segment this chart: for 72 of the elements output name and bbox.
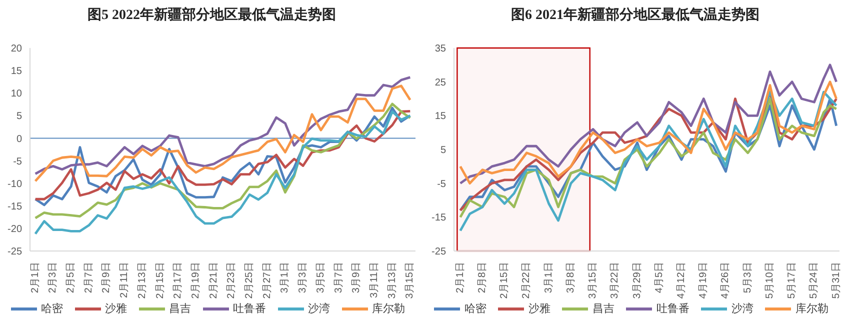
y-tick-label: -5 [13, 156, 22, 168]
legend-label: 库尔勒 [795, 302, 828, 316]
y-tick-label: -25 [431, 246, 446, 258]
x-tick-label: 2月1日 [454, 262, 466, 294]
y-tick-label: -10 [8, 178, 22, 190]
legend-label: 沙湾 [731, 302, 754, 316]
x-tick-label: 3月7日 [333, 262, 344, 294]
x-tick-label: 3月1日 [542, 262, 554, 294]
x-tick-label: 5月3日 [742, 262, 753, 294]
chart-title: 图6 2021年新疆部分地区最低气温走势图 [510, 6, 760, 24]
legend-label: 沙湾 [308, 302, 330, 316]
x-tick-label: 5月10日 [764, 262, 775, 299]
x-tick-label: 2月25日 [244, 262, 256, 299]
x-tick-label: 3月13日 [386, 262, 398, 299]
x-tick-label: 2月22日 [520, 262, 532, 299]
y-tick-label: 20 [10, 44, 22, 55]
x-tick-label: 4月5日 [653, 262, 664, 294]
y-tick-label: 25 [434, 77, 446, 88]
x-tick-label: 2月11日 [119, 262, 130, 298]
x-tick-label: 2月21日 [208, 262, 220, 299]
y-tick-label: -15 [431, 212, 446, 224]
y-tick-label: -20 [8, 224, 22, 235]
x-tick-label: 2月23日 [226, 262, 238, 299]
y-tick-label: 5 [440, 145, 446, 156]
y-tick-label: -15 [8, 201, 22, 212]
x-tick-label: 5月31日 [830, 262, 842, 299]
x-tick-label: 3月8日 [564, 262, 576, 294]
x-tick-label: 2月1日 [30, 262, 41, 294]
legend-label: 吐鲁番 [232, 302, 266, 316]
x-tick-label: 3月1日 [280, 262, 291, 294]
x-tick-label: 5月24日 [808, 262, 820, 299]
x-tick-label: 2月13日 [136, 262, 148, 299]
x-tick-label: 3月22日 [609, 262, 620, 299]
legend-label: 沙雅 [528, 302, 550, 316]
y-tick-label: -25 [8, 246, 22, 258]
y-tick-label: 35 [434, 44, 446, 55]
legend-label: 哈密 [40, 302, 63, 316]
x-tick-label: 3月9日 [351, 262, 362, 294]
x-tick-label: 2月3日 [48, 262, 59, 294]
legend-label: 吐鲁番 [656, 302, 690, 316]
y-tick-label: 10 [10, 88, 22, 100]
x-tick-label: 2月9日 [101, 262, 112, 294]
x-tick-label: 2月15日 [154, 262, 166, 299]
x-tick-label: 3月3日 [298, 262, 309, 294]
y-tick-label: 15 [10, 66, 22, 78]
x-tick-label: 4月19日 [698, 262, 709, 299]
x-tick-label: 3月15日 [404, 262, 416, 299]
x-tick-label: 2月19日 [190, 262, 202, 299]
x-tick-label: 5月17日 [786, 262, 798, 299]
y-tick-label: 0 [16, 134, 22, 145]
x-tick-label: 2月5日 [66, 262, 77, 294]
y-tick-label: 15 [434, 111, 446, 122]
legend-label: 沙雅 [104, 302, 127, 316]
legend-label: 昌吉 [168, 302, 191, 316]
x-tick-label: 2月7日 [83, 262, 94, 294]
x-tick-label: 3月29日 [631, 262, 642, 299]
y-tick-label: -5 [436, 178, 446, 190]
x-tick-label: 2月17日 [172, 262, 184, 299]
x-tick-label: 2月8日 [476, 262, 488, 294]
y-tick-label: 5 [16, 111, 22, 122]
x-tick-label: 2月27日 [262, 262, 273, 299]
x-tick-label: 2月15日 [498, 262, 510, 299]
legend-label: 昌吉 [592, 302, 614, 316]
legend-label: 哈密 [464, 302, 486, 316]
chart-title: 图5 2022年新疆部分地区最低气温走势图 [86, 6, 337, 24]
legend-label: 库尔勒 [372, 302, 405, 316]
x-tick-label: 4月26日 [720, 262, 731, 299]
x-tick-label: 3月11日 [368, 262, 380, 298]
line-series [34, 110, 412, 236]
x-tick-label: 3月15日 [587, 262, 598, 299]
x-tick-label: 4月12日 [676, 262, 687, 299]
x-tick-label: 3月5日 [315, 262, 326, 294]
